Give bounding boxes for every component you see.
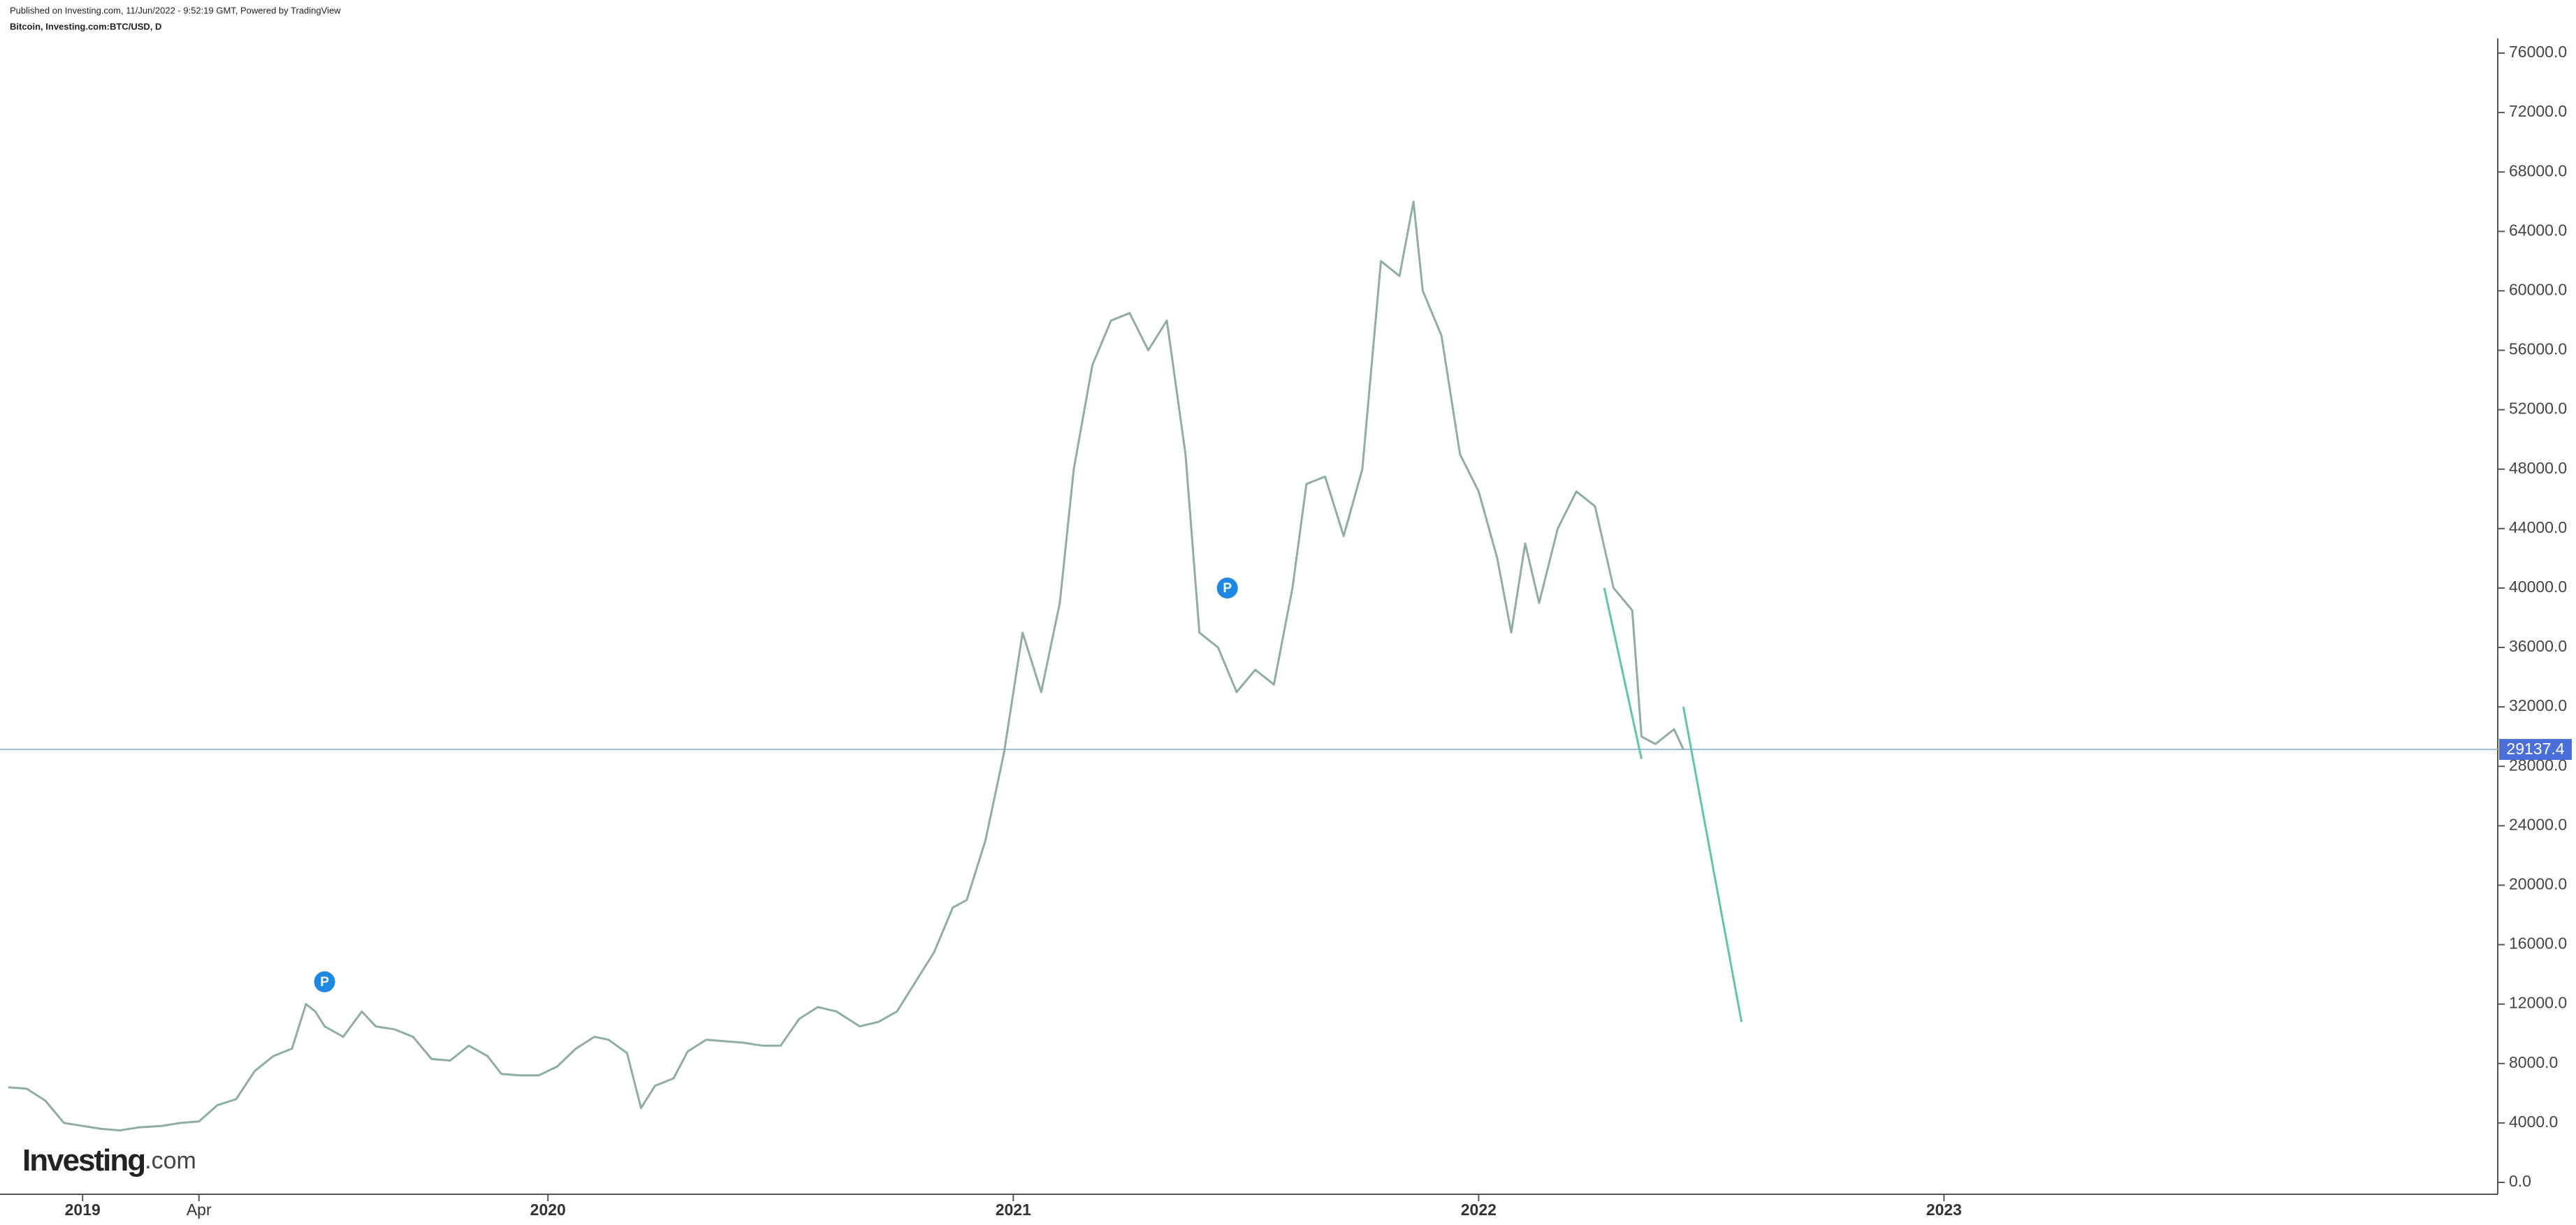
trend-line (1682, 706, 1743, 1022)
pin-marker (312, 969, 337, 994)
y-tick-label: 32000.0 (2509, 696, 2567, 714)
y-tick-label: 72000.0 (2509, 102, 2567, 120)
y-tick-label: 40000.0 (2509, 578, 2567, 596)
y-tick-label: 20000.0 (2509, 875, 2567, 893)
x-tick-label: 2022 (1461, 1201, 1497, 1219)
y-tick-label: 24000.0 (2509, 815, 2567, 833)
trend-line (1603, 587, 1643, 759)
y-tick-label: 68000.0 (2509, 161, 2567, 179)
symbol-title: Bitcoin, Investing.com:BTC/USD, D (10, 21, 161, 31)
logo: Investing.com (22, 1143, 196, 1178)
y-tick-label: 64000.0 (2509, 221, 2567, 239)
y-tick-label: 4000.0 (2509, 1113, 2558, 1131)
published-note: Published on Investing.com, 11/Jun/2022 … (10, 5, 341, 15)
y-tick-label: 44000.0 (2509, 518, 2567, 536)
y-tick-label: 76000.0 (2509, 43, 2567, 61)
last-price-box (2499, 739, 2572, 761)
logo-suffix: .com (145, 1147, 196, 1174)
x-tick-label: 2019 (65, 1201, 101, 1219)
pin-label: P (1223, 581, 1232, 596)
x-tick-label: 2020 (530, 1201, 566, 1219)
y-tick-label: 12000.0 (2509, 994, 2567, 1012)
y-tick-label: 48000.0 (2509, 459, 2567, 477)
x-tick-label: 2023 (1926, 1201, 1962, 1219)
x-tick-label: 2021 (996, 1201, 1031, 1219)
y-tick-label: 36000.0 (2509, 637, 2567, 655)
y-tick-label: 8000.0 (2509, 1053, 2558, 1071)
logo-main: Investing (22, 1143, 145, 1178)
x-tick-label: Apr (187, 1201, 212, 1219)
y-tick-label: 0.0 (2509, 1172, 2531, 1190)
y-tick-label: 16000.0 (2509, 934, 2567, 953)
y-tick-label: 56000.0 (2509, 340, 2567, 358)
pin-label: P (320, 975, 329, 990)
y-tick-label: 52000.0 (2509, 399, 2567, 418)
pin-marker (1215, 575, 1239, 600)
y-tick-label: 60000.0 (2509, 281, 2567, 299)
price-line (8, 200, 1684, 1131)
last-price-label: 29137.4 (2506, 740, 2564, 758)
